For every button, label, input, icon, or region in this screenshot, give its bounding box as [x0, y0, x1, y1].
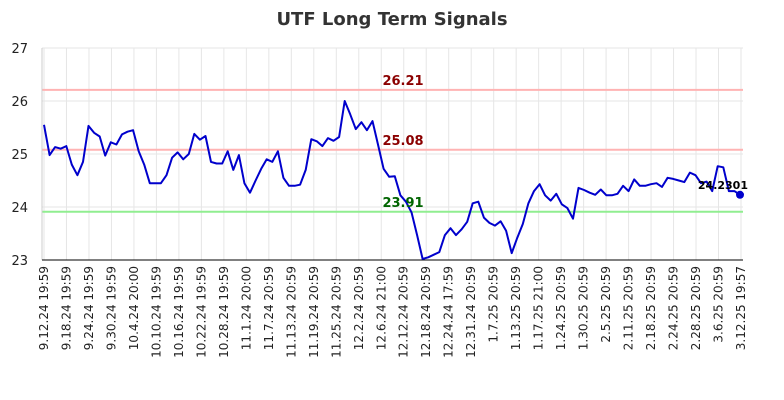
- x-tick-label: 1.17.25 21:00: [532, 266, 546, 350]
- x-tick-label: 1.7.25 20:59: [487, 266, 501, 343]
- x-tick-label: 10.10.24 19:59: [149, 266, 163, 358]
- x-tick-label: 12.12.24 20:59: [397, 266, 411, 358]
- x-tick-label: 11.1.24 20:00: [239, 266, 253, 350]
- x-tick-label: 10.16.24 19:59: [172, 266, 186, 358]
- x-tick-label: 9.12.24 19:59: [37, 266, 51, 350]
- x-tick-label: 1.24.25 20:59: [554, 266, 568, 350]
- y-tick-label: 24: [11, 201, 28, 216]
- labels: 26.21 25.08 23.91 24.2301: [382, 74, 748, 211]
- x-tick-label: 2.5.25 20:59: [599, 266, 613, 343]
- x-tick-label: 2.11.25 20:59: [622, 266, 636, 350]
- x-tick-label: 11.13.24 20:59: [284, 266, 298, 358]
- y-tick-label: 23: [11, 254, 28, 269]
- series-line: [43, 100, 741, 260]
- series: [43, 100, 744, 260]
- x-tick-label: 2.28.25 20:59: [689, 266, 703, 350]
- last-value-label: 24.2301: [698, 179, 748, 192]
- x-tick-label: 3.12.25 19:57: [734, 266, 748, 350]
- reference-lines: [42, 88, 743, 213]
- x-tick-label: 12.24.24 17:59: [442, 266, 456, 358]
- x-tick-label: 9.18.24 19:59: [59, 266, 73, 350]
- x-tick-label: 11.7.24 20:59: [262, 266, 276, 350]
- x-tick-label: 2.24.25 20:59: [667, 266, 681, 350]
- reference-line-label: 26.21: [382, 74, 423, 89]
- x-tick-label: 10.4.24 20:00: [127, 266, 141, 350]
- x-tick-label: 1.13.25 20:59: [509, 266, 523, 350]
- grid: [42, 47, 743, 261]
- x-tick-label: 12.2.24 20:59: [352, 266, 366, 350]
- x-tick-label: 12.6.24 21:00: [374, 266, 388, 350]
- x-tick-label: 1.30.25 20:59: [577, 266, 591, 350]
- y-tick-label: 26: [11, 95, 28, 110]
- x-tick-label: 11.19.24 20:59: [307, 266, 321, 358]
- reference-line-label: 23.91: [382, 196, 423, 211]
- x-tick-label: 12.31.24 20:59: [464, 266, 478, 358]
- x-tick-label: 10.22.24 19:59: [194, 266, 208, 358]
- x-tick-label: 9.30.24 19:59: [104, 266, 118, 350]
- x-tick-label: 10.28.24 19:59: [217, 266, 231, 358]
- y-tick-label: 25: [11, 148, 28, 163]
- axes: 9.12.24 19:59 9.18.24 19:59 9.24.24 19:59 9…: [11, 42, 748, 358]
- x-tick-label: 9.24.24 19:59: [82, 266, 96, 350]
- reference-line-label: 25.08: [382, 134, 423, 149]
- x-tick-label: 3.6.25 20:59: [712, 266, 726, 343]
- x-tick-label: 12.18.24 20:59: [419, 266, 433, 358]
- y-tick-label: 27: [11, 42, 28, 57]
- last-point-marker: [736, 190, 744, 199]
- x-tick-label: 11.25.24 20:59: [329, 266, 343, 358]
- chart-title: UTF Long Term Signals: [276, 9, 507, 30]
- x-tick-label: 2.18.25 20:59: [644, 266, 658, 350]
